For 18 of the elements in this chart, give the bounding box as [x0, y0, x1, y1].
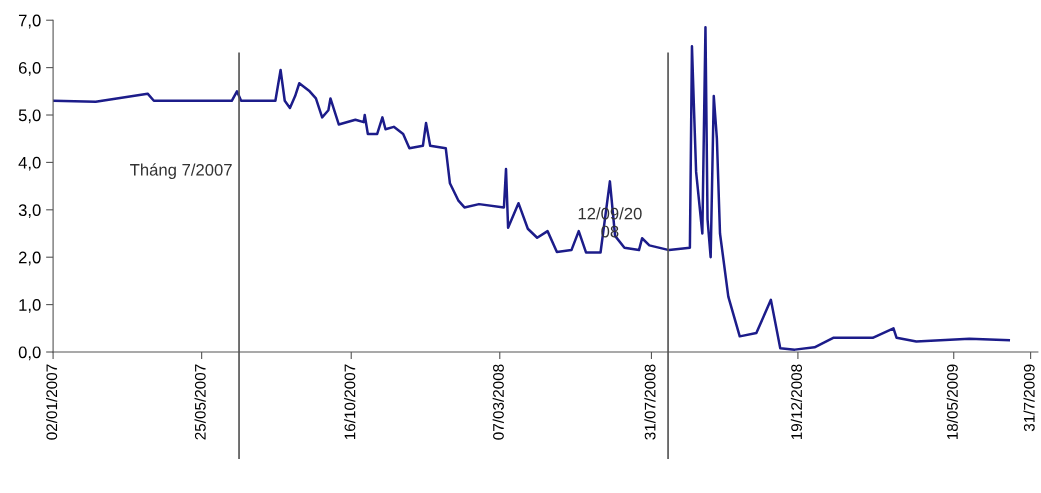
y-tick-label: 7,0	[18, 14, 41, 29]
y-tick-label: 0,0	[18, 346, 41, 361]
y-tick-label: 4,0	[18, 156, 41, 171]
y-tick-label: 3,0	[18, 204, 41, 218]
y-tick-label: 1,0	[19, 299, 41, 313]
x-tick-label: 19/12/2008	[790, 364, 803, 440]
x-tick-label: 31/07/2008	[644, 364, 656, 440]
x-tick-label: 25/05/2007	[194, 364, 206, 440]
x-tick-label: 16/10/2007	[344, 364, 356, 440]
x-tick-label: 31/7/2009	[1023, 364, 1035, 432]
x-tick-label: 02/01/2007	[45, 364, 58, 440]
y-tick-label: 2,0	[18, 251, 41, 266]
line-series	[53, 26, 1011, 351]
x-tick-label: 07/03/2008	[492, 364, 504, 440]
y-tick-label: 6,0	[18, 62, 41, 76]
x-tick-label: 18/05/2009	[946, 364, 958, 440]
y-tick-label: 5,0	[18, 109, 41, 124]
annotation: Tháng 7/2007	[130, 163, 232, 180]
